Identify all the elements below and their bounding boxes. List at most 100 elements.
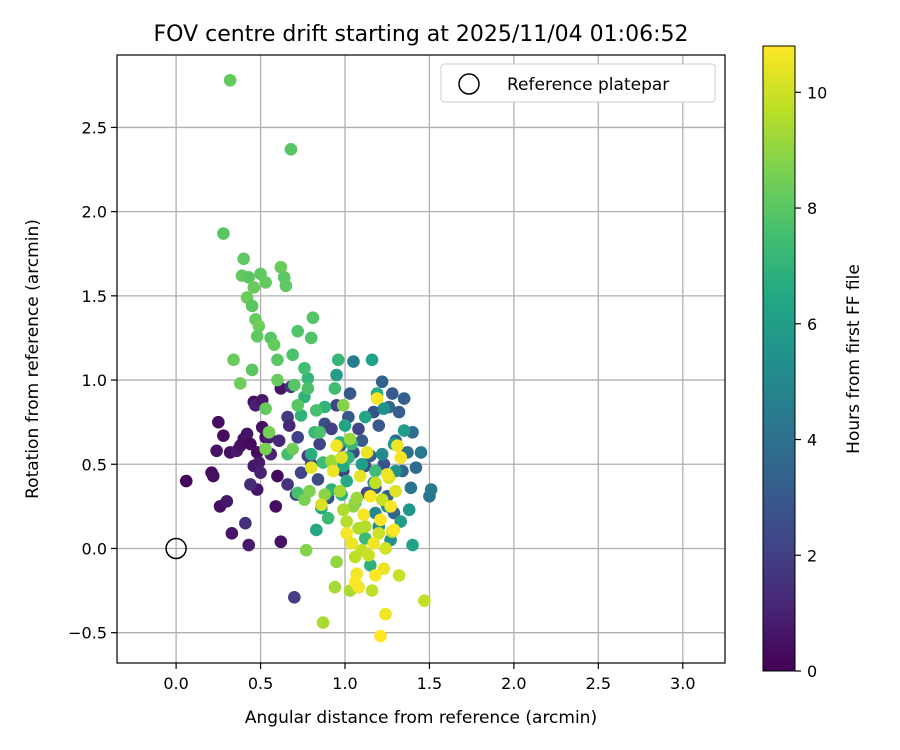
data-point — [304, 331, 318, 345]
data-point — [337, 503, 350, 517]
data-point — [343, 387, 357, 400]
data-point — [377, 562, 391, 575]
data-point — [259, 402, 272, 415]
data-point — [274, 260, 288, 274]
x-tick-label: 2.5 — [586, 674, 611, 693]
data-point — [233, 377, 247, 390]
data-point — [379, 607, 392, 621]
data-point — [298, 361, 311, 375]
data-point — [309, 404, 323, 417]
colorbar: 0 2 4 6 8 10 Hours from first FF file — [762, 45, 864, 681]
reference-marker — [165, 537, 187, 560]
data-point — [315, 498, 328, 511]
x-tick-label: 1.5 — [417, 674, 442, 693]
y-tick-label: −0.5 — [68, 624, 107, 643]
data-point — [245, 363, 259, 377]
data-point — [369, 569, 382, 582]
data-point — [355, 457, 369, 471]
colorbar-tick-label: 6 — [807, 315, 817, 334]
data-point — [392, 405, 406, 419]
data-point — [281, 478, 294, 491]
data-point — [369, 464, 382, 478]
data-point — [424, 483, 438, 496]
x-tick-label: 3.0 — [670, 674, 695, 693]
data-point — [304, 461, 318, 474]
plot-frame — [116, 54, 726, 664]
data-point — [206, 469, 220, 483]
data-point — [377, 402, 391, 415]
colorbar-tick-label: 0 — [807, 662, 817, 681]
data-point — [409, 461, 423, 474]
data-point — [406, 538, 419, 552]
x-axis-label: Angular distance from reference (arcmin) — [245, 708, 597, 728]
data-point — [217, 429, 230, 442]
data-point — [244, 478, 257, 491]
colorbar-tick-label: 8 — [807, 199, 817, 218]
data-point — [330, 368, 343, 382]
x-tick-label: 2.0 — [501, 674, 526, 693]
data-point — [380, 468, 394, 481]
data-point — [217, 227, 230, 240]
data-point — [288, 378, 301, 392]
data-point — [347, 355, 360, 368]
data-point — [282, 419, 296, 432]
data-point — [365, 584, 379, 597]
data-point — [313, 437, 326, 451]
data-point — [252, 319, 266, 333]
data-point — [364, 489, 377, 503]
y-tick-label: 0.5 — [82, 455, 107, 474]
data-point — [271, 373, 284, 387]
data-point — [309, 523, 323, 537]
data-point — [291, 399, 305, 412]
data-point — [335, 451, 348, 464]
y-axis-ticks: −0.5 0.0 0.5 1.0 1.5 2.0 2.5 — [68, 118, 117, 643]
data-point — [274, 535, 288, 549]
data-point — [252, 456, 266, 469]
data-point — [284, 143, 298, 156]
data-point — [337, 399, 350, 412]
data-point — [372, 527, 386, 540]
data-point — [350, 491, 364, 505]
data-point — [374, 513, 387, 527]
data-points — [179, 73, 438, 643]
colorbar-tick-label: 2 — [807, 546, 817, 565]
data-point — [212, 415, 225, 429]
data-point — [387, 523, 401, 537]
colorbar-tick-label: 4 — [807, 431, 817, 450]
data-point — [362, 548, 375, 562]
data-point — [418, 594, 431, 607]
data-point — [306, 311, 320, 325]
data-point — [286, 442, 299, 456]
data-point — [370, 392, 384, 405]
y-tick-label: 2.5 — [82, 118, 107, 137]
data-point — [271, 353, 284, 367]
data-point — [365, 353, 379, 367]
data-point — [247, 281, 261, 294]
data-point — [250, 329, 264, 343]
data-point — [318, 488, 332, 501]
data-point — [372, 419, 386, 432]
data-point — [299, 543, 313, 557]
data-point — [326, 464, 340, 478]
data-point — [227, 353, 240, 367]
data-point — [364, 559, 377, 572]
data-point — [325, 422, 338, 436]
data-point — [279, 279, 293, 293]
data-point — [343, 432, 357, 446]
data-point — [340, 527, 353, 540]
data-point — [288, 591, 301, 604]
data-point — [210, 444, 223, 458]
data-point — [259, 276, 272, 289]
data-point — [384, 500, 397, 513]
colorbar-tick-label: 10 — [807, 83, 827, 102]
data-point — [357, 508, 370, 522]
data-point — [385, 387, 399, 400]
data-point — [259, 442, 272, 456]
data-point — [414, 446, 428, 459]
data-point — [330, 439, 343, 453]
data-point — [254, 466, 267, 479]
x-axis-ticks: 0.0 0.5 1.0 1.5 2.0 2.5 3.0 — [163, 663, 696, 693]
grid-lines — [117, 55, 725, 663]
data-point — [394, 515, 408, 528]
data-point — [225, 527, 239, 540]
